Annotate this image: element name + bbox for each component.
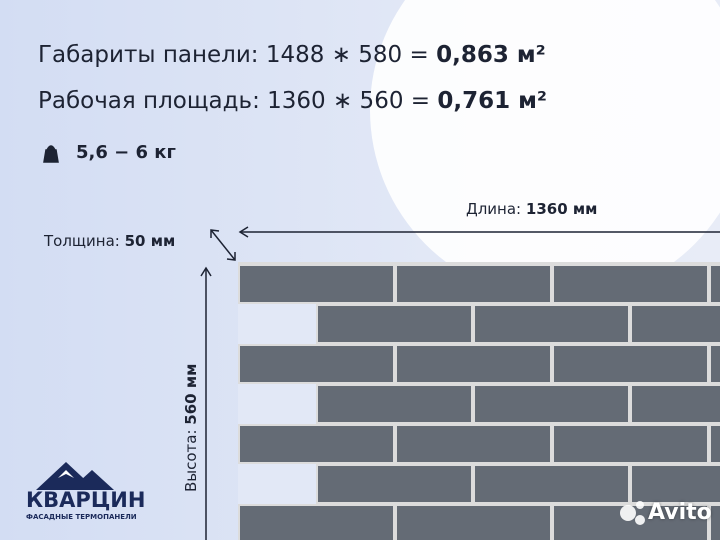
- label: Рабочая площадь: 1360 ∗ 560 =: [38, 88, 438, 114]
- brick: [318, 386, 471, 422]
- value: 0,863 м²: [436, 42, 546, 68]
- brick: [711, 506, 720, 540]
- value: 560 мм: [182, 363, 200, 425]
- brick: [554, 346, 707, 382]
- brick: [318, 466, 471, 502]
- watermark-icon: [620, 501, 645, 525]
- brick: [632, 386, 720, 422]
- brick: [711, 426, 720, 462]
- brick: [240, 426, 393, 462]
- brick-panel: [238, 262, 720, 540]
- brick: [397, 266, 550, 302]
- brick: [632, 306, 720, 342]
- brand-name: КВАРЦИН: [26, 488, 146, 512]
- arrowhead: [226, 252, 236, 261]
- length: Длина: 1360 мм: [466, 200, 597, 218]
- brick: [475, 386, 628, 422]
- brick: [711, 346, 720, 382]
- value: 1360 мм: [525, 200, 598, 218]
- label: Толщина:: [44, 232, 125, 250]
- brick: [397, 506, 550, 540]
- panel-edge: [238, 464, 316, 504]
- thickness-arrow: [210, 229, 236, 261]
- label: Высота:: [182, 424, 200, 492]
- value: 50 мм: [124, 232, 176, 250]
- weight: 5,6 − 6 кг: [76, 142, 176, 163]
- brick: [318, 306, 471, 342]
- overall-size: Габариты панели: 1488 ∗ 580 = 0,863 м²: [38, 42, 546, 68]
- panel-edge: [238, 384, 316, 424]
- brick: [397, 346, 550, 382]
- label: Длина:: [466, 200, 526, 218]
- arrowhead: [238, 226, 249, 238]
- brick: [554, 266, 707, 302]
- brick: [397, 426, 550, 462]
- brick: [240, 346, 393, 382]
- label: Габариты панели: 1488 ∗ 580 =: [38, 42, 437, 68]
- brick: [475, 466, 628, 502]
- working-area: Рабочая площадь: 1360 ∗ 560 = 0,761 м²: [38, 88, 547, 114]
- dimension-arrows: [200, 226, 720, 540]
- arrowhead: [210, 229, 220, 238]
- brand-tagline: ФАСАДНЫЕ ТЕРМОПАНЕЛИ: [26, 513, 137, 521]
- brick: [475, 306, 628, 342]
- thickness: Толщина: 50 мм: [44, 232, 175, 250]
- panel-edge: [238, 304, 316, 344]
- brick: [711, 266, 720, 302]
- weight-icon: [43, 145, 59, 163]
- value: 0,761 м²: [437, 88, 547, 114]
- brick: [240, 506, 393, 540]
- brick: [554, 426, 707, 462]
- brick: [240, 266, 393, 302]
- background-circle: [370, 0, 720, 300]
- height: Высота: 560 мм: [182, 364, 200, 492]
- logo-mark: [36, 462, 114, 490]
- brick: [632, 466, 720, 502]
- watermark: Avito: [648, 500, 712, 525]
- arrowhead: [200, 266, 212, 277]
